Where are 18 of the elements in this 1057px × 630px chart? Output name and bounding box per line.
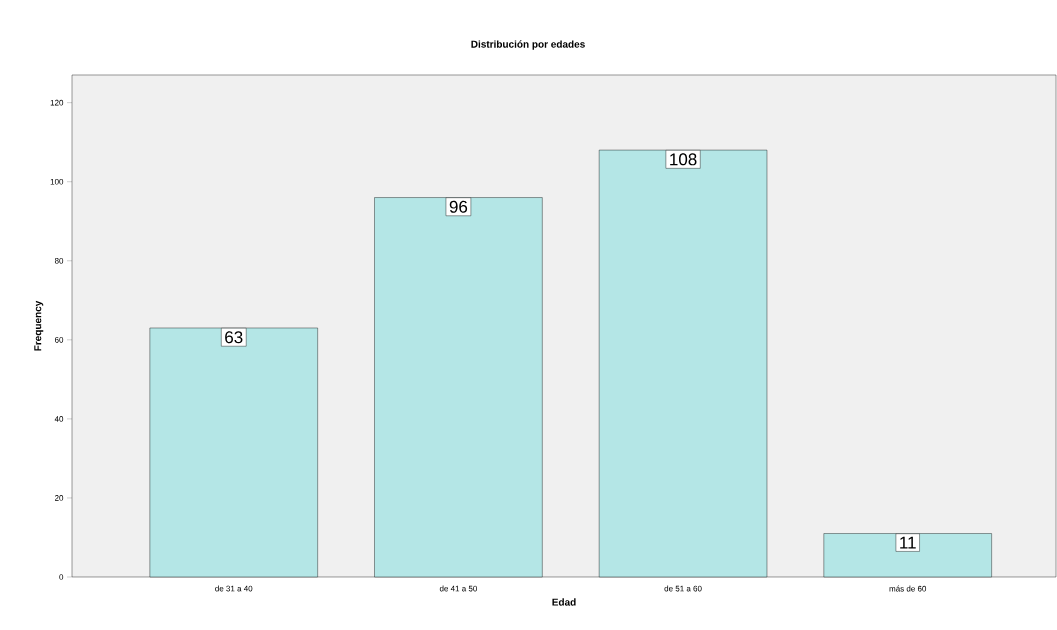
data-label: 11 — [900, 536, 916, 549]
data-label: 108 — [670, 153, 697, 166]
chart-title: Distribución por edades — [471, 40, 585, 50]
data-label: 63 — [225, 331, 243, 344]
data-label: 96 — [449, 200, 468, 213]
y-tick-label: 120 — [50, 99, 64, 106]
x-tick-label: de 31 a 40 — [215, 585, 253, 592]
y-tick-label: 100 — [50, 178, 64, 185]
y-tick-label: 40 — [54, 416, 64, 422]
y-tick-label: 0 — [59, 574, 64, 580]
y-axis-title: Frequency — [34, 300, 44, 351]
y-tick-label: 20 — [54, 495, 64, 501]
x-axis-title: Edad — [552, 598, 576, 606]
x-tick-label: más de 60 — [889, 585, 927, 592]
x-tick-label: de 41 a 50 — [439, 585, 477, 592]
y-tick-label: 60 — [54, 337, 64, 343]
x-tick-label: de 51 a 60 — [664, 585, 702, 592]
y-tick-label: 80 — [54, 257, 64, 264]
